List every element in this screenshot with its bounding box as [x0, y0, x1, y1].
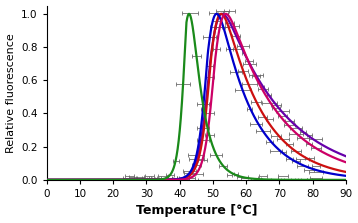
Y-axis label: Relative fluorescence: Relative fluorescence	[6, 33, 15, 153]
X-axis label: Temperature [°C]: Temperature [°C]	[136, 204, 257, 217]
